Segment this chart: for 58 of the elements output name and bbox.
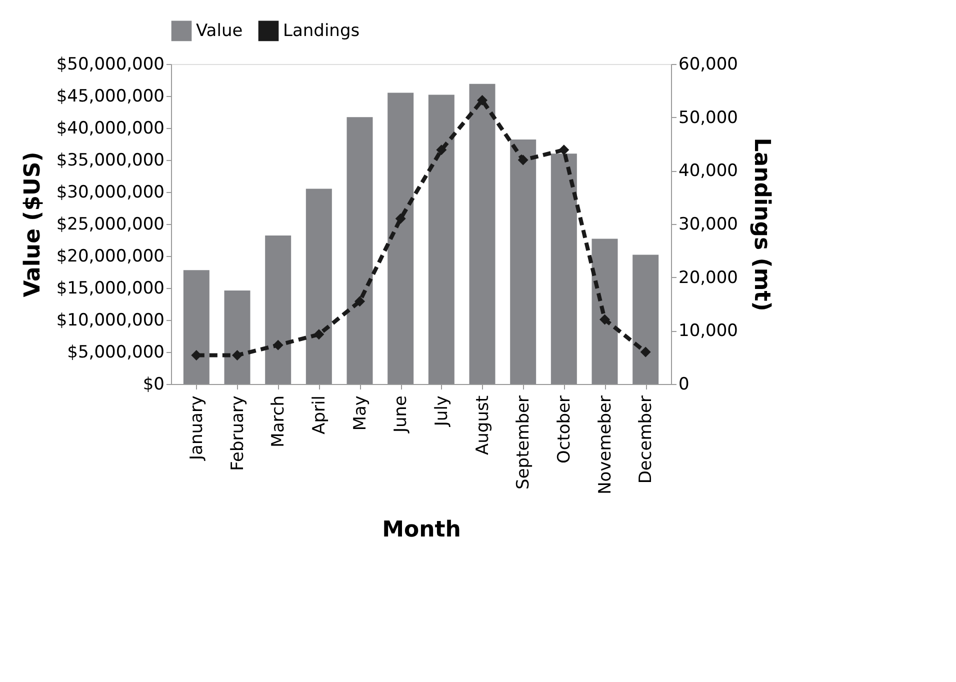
bar <box>428 94 454 384</box>
x-tick-label: February <box>228 396 248 471</box>
x-tick-label: May <box>350 396 370 431</box>
y-tick-label: $35,000,000 <box>56 150 164 170</box>
x-tick-label: Novemeber <box>595 396 616 494</box>
y-tick-label: $40,000,000 <box>56 118 164 138</box>
y-tick-label: $15,000,000 <box>56 278 164 298</box>
y-tick-label: $20,000,000 <box>56 246 164 266</box>
x-tick-label: September <box>514 395 534 490</box>
y-tick-label: $0 <box>142 374 164 394</box>
y-tick-label: $30,000,000 <box>56 182 164 202</box>
bar <box>632 254 659 384</box>
bar <box>388 92 414 384</box>
point <box>395 213 406 224</box>
x-tick-label: April <box>309 396 330 434</box>
bar <box>346 117 373 384</box>
y2-tick-label: 30,000 <box>678 214 738 234</box>
bar <box>510 140 536 384</box>
y-tick-label: $50,000,000 <box>56 54 164 74</box>
x-tick-label: January <box>186 396 207 461</box>
bar <box>592 238 618 384</box>
bar <box>265 236 292 384</box>
y2-tick-label: 60,000 <box>678 54 738 74</box>
bar <box>224 290 250 384</box>
bar <box>550 154 577 384</box>
bar <box>306 188 332 384</box>
point <box>640 346 651 358</box>
x-tick-label: December <box>636 395 656 484</box>
x-tick-label: June <box>391 396 412 434</box>
point <box>518 154 528 166</box>
point <box>232 350 242 360</box>
legend-label: Value <box>196 20 243 41</box>
y2-tick-label: 20,000 <box>678 268 738 288</box>
point <box>272 340 284 350</box>
point <box>314 329 324 340</box>
y-tick-label: $45,000,000 <box>56 86 164 106</box>
legend-label: Landings <box>283 20 360 41</box>
point <box>436 144 447 156</box>
point <box>558 144 570 156</box>
x-tick-label: July <box>432 396 452 428</box>
y-axis-title: Value ($US) <box>20 152 46 298</box>
y2-axis-title: Landings (mt) <box>748 138 774 312</box>
bar <box>183 270 210 384</box>
y-tick-label: $10,000,000 <box>56 310 164 330</box>
x-tick-label: August <box>472 395 493 455</box>
y-tick-label: $25,000,000 <box>56 214 164 234</box>
y2-tick-label: 10,000 <box>678 321 738 342</box>
y2-tick-label: 0 <box>678 374 690 394</box>
y-tick-label: $5,000,000 <box>67 342 164 362</box>
point <box>354 296 365 307</box>
bar <box>469 84 496 384</box>
y2-tick-label: 50,000 <box>678 108 738 128</box>
x-tick-label: March <box>268 396 289 448</box>
point <box>600 314 610 325</box>
x-axis-title: Month <box>382 517 461 542</box>
x-tick-label: October <box>554 396 574 464</box>
point <box>477 95 488 106</box>
y2-tick-label: 40,000 <box>678 161 738 182</box>
